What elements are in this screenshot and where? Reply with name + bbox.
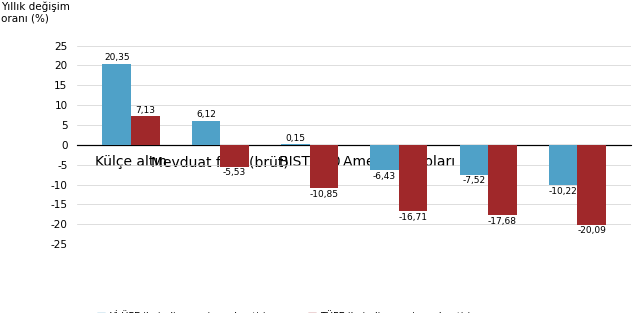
Bar [370,145,399,170]
Text: Yıllık değişim
oranı (%): Yıllık değişim oranı (%) [1,2,70,24]
Text: -6,43: -6,43 [373,172,396,181]
Text: -5,53: -5,53 [223,168,246,177]
Legend: Yİ-ÜFE ile indirgenmiş reel getiri oranı, TÜFE ile indirgenmiş reel getiri oranı: Yİ-ÜFE ile indirgenmiş reel getiri oranı… [93,306,502,313]
Text: -10,22: -10,22 [549,187,578,196]
Text: -7,52: -7,52 [462,176,486,185]
Text: 20,35: 20,35 [104,54,129,62]
Text: -10,85: -10,85 [309,189,338,198]
Bar [460,145,488,175]
Text: 7,13: 7,13 [135,106,155,115]
Bar [281,144,310,145]
Bar [399,145,428,211]
Text: 0,15: 0,15 [285,134,305,143]
Bar [192,121,220,145]
Bar [220,145,249,167]
Bar [488,145,516,215]
Text: -20,09: -20,09 [577,226,606,235]
Text: -17,68: -17,68 [488,217,517,226]
Text: 6,12: 6,12 [196,110,216,119]
Bar [131,116,160,145]
Text: -16,71: -16,71 [399,213,428,222]
Bar [549,145,578,185]
Bar [578,145,606,225]
Bar [310,145,338,188]
Bar [102,64,131,145]
